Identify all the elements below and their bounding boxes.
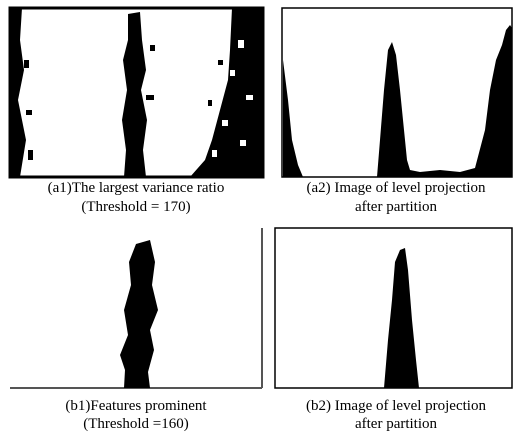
caption-line: (a1)The largest variance ratio	[48, 180, 225, 196]
caption-line: (a2) Image of level projection	[306, 180, 486, 196]
panel-a1-image	[10, 8, 263, 177]
caption-line: after partition	[355, 199, 438, 215]
panel-b1-image	[10, 228, 262, 388]
caption-line: (Threshold = 170)	[81, 199, 190, 215]
panel-b2-image	[275, 228, 512, 388]
figure: (a1)The largest variance ratio (Threshol…	[0, 0, 517, 432]
caption-line: (b2) Image of level projection	[306, 398, 486, 414]
caption-line: after partition	[355, 416, 438, 432]
caption-line: (Threshold =160)	[83, 416, 189, 432]
panel-a2-image	[282, 8, 512, 177]
caption-line: (b1)Features prominent	[65, 398, 207, 414]
